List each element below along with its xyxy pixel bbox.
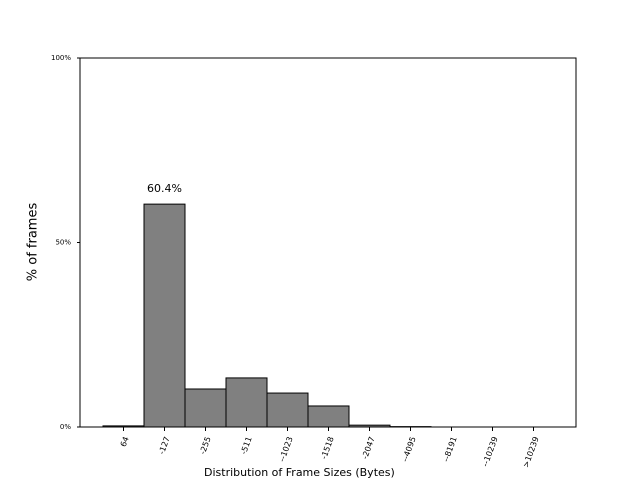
bar (307, 405, 350, 428)
x-axis-label: Distribution of Frame Sizes (Bytes) (204, 466, 395, 479)
bar (225, 377, 268, 428)
y-tick-label: 0% (60, 423, 71, 431)
bar (266, 392, 309, 428)
plot-frame (79, 57, 577, 428)
bar (184, 388, 227, 428)
y-axis-label: % of frames (26, 203, 41, 282)
y-tick-label: 50% (55, 239, 71, 247)
bar (143, 203, 186, 428)
value-label: 60.4% (147, 182, 182, 195)
y-tick-label: 100% (51, 54, 71, 62)
x-tick-label: 64 (119, 435, 131, 448)
